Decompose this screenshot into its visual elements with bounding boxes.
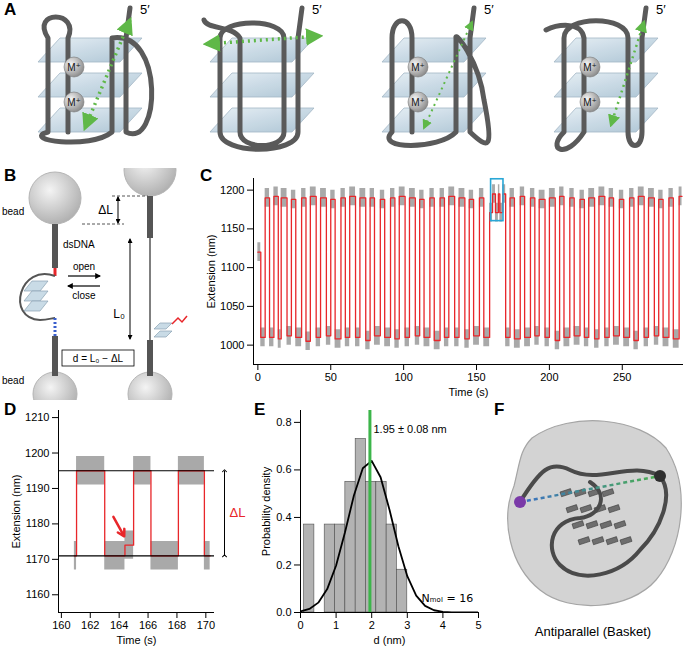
svg-text:M⁺: M⁺ [67, 62, 81, 73]
svg-text:bead: bead [2, 375, 24, 386]
svg-text:164: 164 [110, 619, 128, 631]
svg-text:d (nm): d (nm) [374, 634, 406, 646]
svg-text:162: 162 [81, 619, 99, 631]
svg-text:1160: 1160 [26, 588, 50, 600]
svg-text:150: 150 [467, 371, 485, 383]
svg-text:close: close [72, 290, 96, 301]
svg-text:0: 0 [255, 371, 261, 383]
html-text:A: A [4, 0, 17, 19]
html-text:B: B [4, 166, 17, 185]
svg-text:open: open [73, 261, 95, 272]
svg-text:M⁺: M⁺ [583, 97, 597, 108]
svg-text:4: 4 [440, 619, 446, 631]
svg-text:bead: bead [2, 206, 24, 217]
svg-text:1190: 1190 [26, 482, 50, 494]
svg-text:1170: 1170 [26, 553, 50, 565]
svg-text:Antiparallel (Basket): Antiparallel (Basket) [535, 624, 651, 639]
svg-text:160: 160 [52, 619, 70, 631]
svg-text:1: 1 [333, 619, 339, 631]
svg-text:250: 250 [613, 371, 631, 383]
svg-text:100: 100 [394, 371, 412, 383]
svg-text:d = L₀ − ΔL: d = L₀ − ΔL [73, 353, 124, 364]
svg-text:Extension (nm): Extension (nm) [205, 235, 217, 309]
svg-text:1000: 1000 [220, 339, 244, 351]
svg-text:0.4: 0.4 [276, 511, 291, 523]
svg-text:0.6: 0.6 [276, 463, 291, 475]
svg-text:5′: 5′ [484, 2, 494, 17]
svg-text:166: 166 [139, 619, 157, 631]
svg-text:5: 5 [475, 619, 481, 631]
svg-text:ΔL: ΔL [98, 203, 113, 217]
svg-text:M⁺: M⁺ [411, 97, 425, 108]
svg-text:0.0: 0.0 [276, 606, 291, 618]
svg-text:0.2: 0.2 [276, 558, 291, 570]
svg-text:Time (s): Time (s) [117, 634, 157, 646]
html-text:C: C [200, 166, 213, 185]
svg-text:1210: 1210 [25, 411, 49, 423]
svg-text:Probability density: Probability density [260, 466, 272, 556]
svg-text:2: 2 [369, 619, 375, 631]
svg-text:5′: 5′ [656, 2, 666, 17]
svg-text:1150: 1150 [221, 222, 245, 234]
svg-text:Extension (nm): Extension (nm) [10, 475, 22, 549]
svg-text:200: 200 [540, 371, 558, 383]
svg-text:Nₘₒₗ = 16: Nₘₒₗ = 16 [421, 592, 473, 605]
svg-text:Time (s): Time (s) [449, 386, 489, 398]
html-text:D: D [4, 400, 17, 419]
svg-text:0.8: 0.8 [276, 416, 291, 428]
svg-text:1100: 1100 [221, 261, 245, 273]
svg-text:M⁺: M⁺ [67, 97, 81, 108]
svg-text:5′: 5′ [140, 2, 150, 17]
svg-text:50: 50 [325, 371, 337, 383]
svg-text:3: 3 [404, 619, 410, 631]
svg-text:1200: 1200 [220, 184, 244, 196]
svg-text:dsDNA: dsDNA [63, 239, 95, 250]
svg-text:5′: 5′ [312, 2, 322, 17]
html-text:E: E [254, 400, 266, 419]
svg-text:1.95 ± 0.08 nm: 1.95 ± 0.08 nm [373, 423, 446, 435]
svg-text:M⁺: M⁺ [583, 62, 597, 73]
svg-text:M⁺: M⁺ [411, 62, 425, 73]
html-text:F: F [494, 400, 505, 419]
svg-text:0: 0 [297, 619, 303, 631]
svg-text:1180: 1180 [26, 517, 50, 529]
svg-text:170: 170 [197, 619, 215, 631]
svg-text:1050: 1050 [220, 300, 244, 312]
svg-text:ΔL: ΔL [230, 505, 246, 520]
svg-text:L₀: L₀ [113, 307, 125, 321]
svg-text:1200: 1200 [25, 447, 49, 459]
svg-text:168: 168 [168, 619, 186, 631]
